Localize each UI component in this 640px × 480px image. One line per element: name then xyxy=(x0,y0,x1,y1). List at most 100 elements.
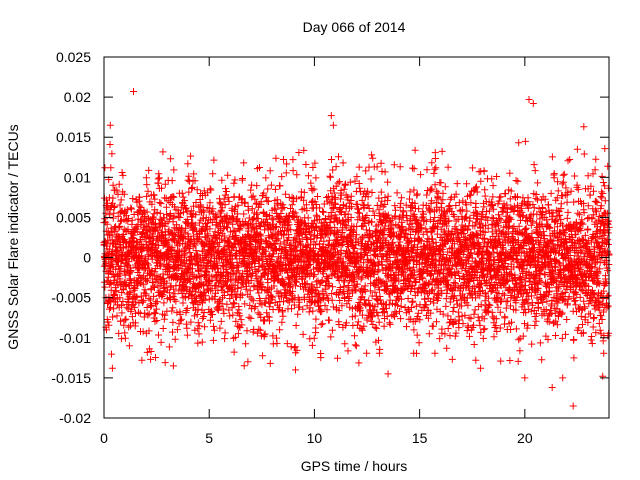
data-point xyxy=(111,227,119,235)
data-point xyxy=(173,326,181,334)
data-point xyxy=(158,293,166,300)
data-point xyxy=(393,189,401,197)
data-point xyxy=(521,137,529,145)
data-point xyxy=(218,176,226,184)
data-point xyxy=(147,355,155,363)
data-point xyxy=(119,298,127,305)
data-point xyxy=(195,330,203,338)
data-point xyxy=(278,205,286,213)
data-point xyxy=(477,177,485,185)
data-point xyxy=(351,332,358,340)
data-point xyxy=(148,240,156,247)
data-point xyxy=(489,313,497,321)
data-point xyxy=(347,192,355,200)
data-point xyxy=(472,356,480,364)
data-point xyxy=(263,197,271,205)
data-point xyxy=(489,193,497,201)
data-point xyxy=(522,224,530,232)
data-point xyxy=(512,177,520,184)
data-point xyxy=(151,268,159,276)
data-point xyxy=(332,163,340,171)
data-point xyxy=(497,193,505,201)
data-point xyxy=(276,326,284,334)
data-point xyxy=(507,326,515,333)
data-point xyxy=(152,354,159,361)
data-point xyxy=(279,312,287,320)
data-point xyxy=(429,322,437,330)
data-point xyxy=(240,362,248,370)
data-point xyxy=(169,193,177,200)
data-point xyxy=(463,180,471,188)
data-point xyxy=(148,302,155,309)
data-point xyxy=(182,224,190,232)
data-point xyxy=(381,168,389,176)
data-point xyxy=(132,319,139,327)
data-point xyxy=(169,328,176,336)
data-point xyxy=(501,291,508,299)
data-point xyxy=(154,179,162,187)
data-point xyxy=(368,151,376,159)
data-point xyxy=(316,204,324,212)
data-point xyxy=(353,173,361,181)
data-point xyxy=(128,313,136,321)
data-point xyxy=(327,173,334,181)
data-point xyxy=(247,314,255,322)
data-point xyxy=(441,330,449,338)
data-point xyxy=(121,271,129,279)
data-point xyxy=(481,192,489,200)
data-point xyxy=(334,179,342,187)
data-point xyxy=(117,263,125,270)
data-point xyxy=(501,314,509,322)
data-point xyxy=(151,195,159,203)
data-point xyxy=(273,339,281,347)
data-point xyxy=(515,139,523,147)
data-point xyxy=(448,355,456,363)
data-point xyxy=(294,310,302,318)
data-point xyxy=(536,215,544,223)
data-point xyxy=(327,333,335,341)
data-point xyxy=(162,203,170,211)
data-point xyxy=(278,173,286,181)
data-point xyxy=(230,179,238,187)
data-point xyxy=(329,283,337,291)
data-point xyxy=(522,225,529,233)
data-point xyxy=(308,341,316,349)
data-point xyxy=(172,297,180,305)
data-point xyxy=(209,170,217,178)
data-point xyxy=(127,275,134,283)
data-point xyxy=(307,179,315,187)
data-point xyxy=(232,317,240,325)
data-point xyxy=(123,206,131,214)
data-point xyxy=(451,332,459,340)
data-point xyxy=(506,357,514,364)
data-point xyxy=(158,184,165,192)
data-point xyxy=(145,261,152,269)
data-point xyxy=(310,334,318,342)
data-point xyxy=(117,196,125,204)
data-point xyxy=(388,240,396,248)
data-point xyxy=(160,214,168,222)
data-point xyxy=(182,204,190,212)
data-point xyxy=(375,194,383,202)
data-point xyxy=(423,166,431,174)
data-point xyxy=(118,301,125,309)
data-point xyxy=(103,277,111,285)
data-point xyxy=(367,175,375,183)
data-point xyxy=(229,334,237,342)
data-point xyxy=(139,298,147,306)
data-point xyxy=(181,197,189,205)
data-point xyxy=(432,199,440,207)
data-point xyxy=(109,313,117,321)
data-point xyxy=(161,180,169,188)
data-point xyxy=(224,171,232,179)
data-point xyxy=(425,330,433,338)
data-point xyxy=(472,200,480,207)
data-point xyxy=(328,290,336,297)
data-point xyxy=(515,336,523,344)
data-point xyxy=(276,182,284,190)
data-point xyxy=(266,317,273,325)
data-point xyxy=(115,180,123,188)
data-point xyxy=(433,290,441,298)
data-point xyxy=(107,164,115,172)
data-point xyxy=(169,304,177,312)
